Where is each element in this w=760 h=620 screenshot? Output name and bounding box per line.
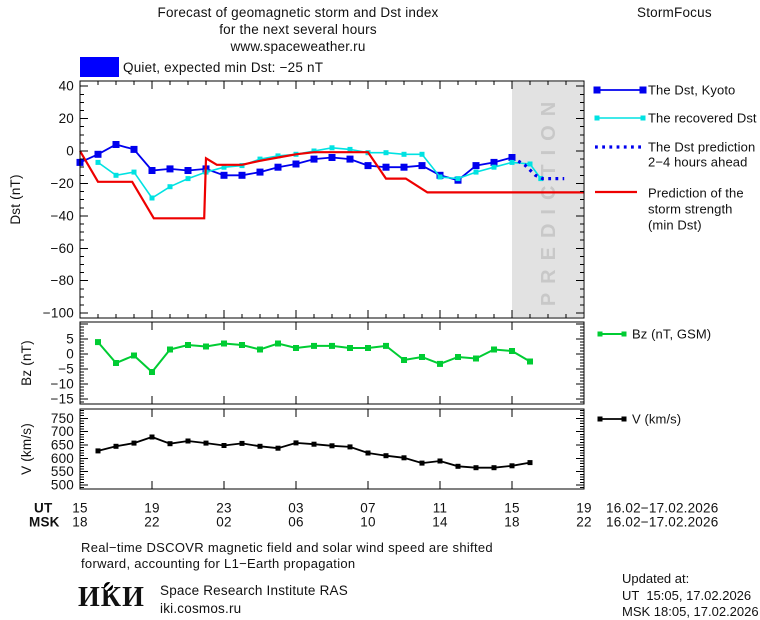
footer-note-1: Real−time DSCOVR magnetic field and sola… xyxy=(81,540,493,555)
legend-sample-the-recovered-dst xyxy=(594,115,646,121)
legend-recovered-dst: The recovered Dst xyxy=(648,110,757,126)
updated-time-msk: MSK 18:05, 17.02.2026 xyxy=(622,604,759,619)
panel-dst: PREDICTION 40 20 0 −20 −40 −60 −80 −100 Dst (nT) xyxy=(8,79,585,321)
ylabel-dst: Dst (nT) xyxy=(8,174,23,224)
svg-text:500: 500 xyxy=(51,478,74,493)
storm-status-label: Quiet, expected min Dst: −25 nT xyxy=(123,60,324,75)
svg-text:−20: −20 xyxy=(51,176,75,191)
svg-text:20: 20 xyxy=(59,111,74,126)
y-tick-labels-dst: 40 20 0 −20 −40 −60 −80 −100 xyxy=(43,79,74,321)
svg-text:22: 22 xyxy=(576,515,591,530)
legend-dst-prediction-2: 2−4 hours ahead xyxy=(648,154,748,170)
svg-text:0: 0 xyxy=(66,347,74,362)
svg-text:16.02−17.02.2026: 16.02−17.02.2026 xyxy=(606,515,718,530)
svg-text:16.02−17.02.2026: 16.02−17.02.2026 xyxy=(606,501,718,516)
institute-name: Space Research Institute RAS xyxy=(160,583,348,598)
svg-text:−100: −100 xyxy=(43,306,74,321)
svg-text:18: 18 xyxy=(72,515,87,530)
storm-level-swatch xyxy=(80,57,119,77)
ylabel-v: V (km/s) xyxy=(19,423,34,475)
svg-text:02: 02 xyxy=(216,515,231,530)
svg-text:UT: UT xyxy=(34,501,53,516)
y-tick-labels-bz: 50−5−10−15 xyxy=(51,332,75,407)
svg-text:18: 18 xyxy=(504,515,519,530)
legend-sample-v-km-s xyxy=(597,416,627,422)
x-ticks-dst xyxy=(79,81,585,318)
legend-sample-bz-nt-gsm xyxy=(597,331,627,337)
legend-storm-strength-3: (min Dst) xyxy=(648,217,702,233)
svg-text:−60: −60 xyxy=(51,241,75,256)
svg-text:−40: −40 xyxy=(51,208,75,223)
svg-text:03: 03 xyxy=(288,501,303,516)
prediction-band: PREDICTION xyxy=(512,82,583,317)
x-ticks-v xyxy=(79,409,585,489)
svg-text:15: 15 xyxy=(504,501,519,516)
svg-text:14: 14 xyxy=(432,515,448,530)
iki-logo: ИКИ xyxy=(78,582,145,612)
x-axis-hour-labels: UTMSK1518192223020306071011141518192216.… xyxy=(29,501,718,530)
svg-text:−80: −80 xyxy=(51,273,75,288)
svg-text:10: 10 xyxy=(360,515,375,530)
legend-dst-prediction-1: The Dst prediction xyxy=(648,139,756,155)
series-prediction-of-the-storm-strength-min-dst xyxy=(79,150,584,220)
series-bz-nt-gsm xyxy=(95,339,533,375)
svg-text:06: 06 xyxy=(288,515,303,530)
svg-text:07: 07 xyxy=(360,501,375,516)
brand-stormfocus: StormFocus xyxy=(637,5,712,20)
series-the-dst-prediction-2-4-hours-ahead xyxy=(511,156,565,181)
iki-logo-mark-icon xyxy=(104,582,113,591)
footer-note-2: forward, accounting for L1−Earth propaga… xyxy=(81,556,356,571)
ylabel-bz: Bz (nT) xyxy=(19,340,34,386)
svg-text:11: 11 xyxy=(433,501,447,516)
svg-text:700: 700 xyxy=(51,424,74,439)
svg-text:750: 750 xyxy=(51,411,74,426)
svg-text:23: 23 xyxy=(216,501,231,516)
svg-text:550: 550 xyxy=(51,464,74,479)
svg-text:−5: −5 xyxy=(58,362,74,377)
svg-text:650: 650 xyxy=(51,438,74,453)
y-ticks-dst xyxy=(80,85,584,314)
y-ticks-v xyxy=(80,409,584,489)
panel-bz: 50−5−10−15 Bz (nT) xyxy=(19,321,585,407)
svg-text:MSK: MSK xyxy=(29,515,60,530)
legend-v: V (km/s) xyxy=(632,411,682,427)
svg-text:19: 19 xyxy=(576,501,591,516)
svg-text:5: 5 xyxy=(66,332,74,347)
legend-sample-the-dst-kyoto xyxy=(593,86,647,94)
site-url: www.spaceweather.ru xyxy=(230,39,366,54)
prediction-label: PREDICTION xyxy=(538,93,560,306)
legend-storm-strength-2: storm strength xyxy=(648,201,733,217)
svg-text:22: 22 xyxy=(144,515,159,530)
page-title: Forecast of geomagnetic storm and Dst in… xyxy=(157,5,439,20)
svg-text:−10: −10 xyxy=(51,376,75,391)
page-subtitle: for the next several hours xyxy=(219,22,377,37)
series-v-km-s xyxy=(95,434,533,471)
svg-text:−15: −15 xyxy=(51,391,75,406)
svg-text:40: 40 xyxy=(59,79,74,94)
legend-bz: Bz (nT, GSM) xyxy=(632,326,712,342)
legend-storm-strength-1: Prediction of the xyxy=(648,185,744,201)
y-ticks-bz xyxy=(80,323,584,403)
institute-site: iki.cosmos.ru xyxy=(160,601,242,616)
legend-dst-kyoto: The Dst, Kyoto xyxy=(648,82,736,98)
updated-time-ut: UT 15:05, 17.02.2026 xyxy=(622,588,752,603)
svg-text:15: 15 xyxy=(72,501,87,516)
svg-text:19: 19 xyxy=(144,501,159,516)
updated-label: Updated at: xyxy=(622,571,690,586)
svg-text:600: 600 xyxy=(51,451,74,466)
x-ticks-bz xyxy=(79,322,585,404)
svg-text:0: 0 xyxy=(66,144,74,159)
